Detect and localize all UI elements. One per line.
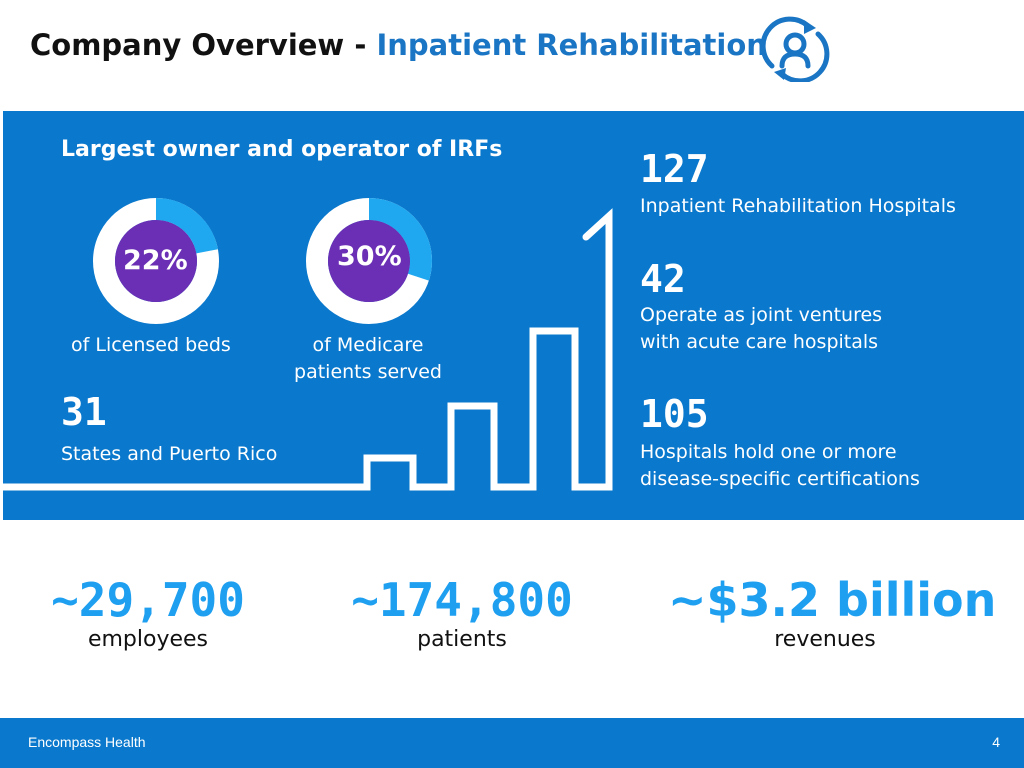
donut-caption-licensed-beds: of Licensed beds: [71, 332, 231, 359]
skyline-graphic: [3, 208, 613, 491]
stat-certified-desc: Hospitals hold one or more disease-speci…: [640, 439, 920, 493]
kpi-patients-value: ~174,800: [351, 573, 573, 627]
person-refresh-icon: [760, 16, 830, 82]
donut-chart-licensed-beds: [93, 198, 219, 324]
footer-company: Encompass Health: [28, 734, 146, 750]
stat-hospitals-number: 127: [640, 147, 709, 191]
stat-states-number: 31: [61, 390, 107, 434]
donut-segment: [306, 198, 432, 324]
desc-line: disease-specific certifications: [640, 468, 920, 490]
stat-joint-ventures-desc: Operate as joint ventures with acute car…: [640, 302, 882, 356]
stat-states-desc: States and Puerto Rico: [61, 443, 278, 465]
panel-heading: Largest owner and operator of IRFs: [61, 137, 503, 162]
donut-chart-medicare-patients: [306, 198, 432, 324]
kpi-revenues-label: revenues: [774, 627, 876, 652]
donut-segment: [93, 198, 219, 324]
caption-line: of Medicare: [312, 334, 424, 356]
donut-center: [328, 220, 410, 302]
donut-center: [115, 220, 197, 302]
caption-line: patients served: [294, 361, 442, 383]
stat-joint-ventures-number: 42: [640, 257, 686, 301]
page-title: Company Overview - Inpatient Rehabilitat…: [30, 28, 767, 62]
title-accent: Inpatient Rehabilitation: [376, 28, 767, 62]
donut-caption-medicare-patients: of Medicare patients served: [288, 332, 448, 386]
overview-panel: Largest owner and operator of IRFs 22% o…: [3, 111, 1024, 520]
kpi-employees-value: ~29,700: [51, 573, 245, 627]
title-prefix: Company Overview -: [30, 28, 377, 62]
donut-value-medicare-patients: 30%: [337, 241, 402, 272]
stat-certified-number: 105: [640, 392, 709, 436]
caption-line: of Licensed beds: [71, 334, 231, 356]
kpi-revenues-value: ~$3.2 billion: [668, 573, 997, 627]
page-number: 4: [992, 734, 1000, 750]
kpi-employees-label: employees: [87, 627, 209, 652]
desc-line: with acute care hospitals: [640, 331, 879, 353]
desc-line: Hospitals hold one or more: [640, 441, 897, 463]
kpi-patients-label: patients: [417, 627, 507, 652]
desc-line: Operate as joint ventures: [640, 304, 883, 326]
donut-value-licensed-beds: 22%: [123, 245, 188, 276]
stat-hospitals-desc: Inpatient Rehabilitation Hospitals: [640, 195, 956, 217]
footer-bar: Encompass Health 4: [0, 718, 1024, 768]
